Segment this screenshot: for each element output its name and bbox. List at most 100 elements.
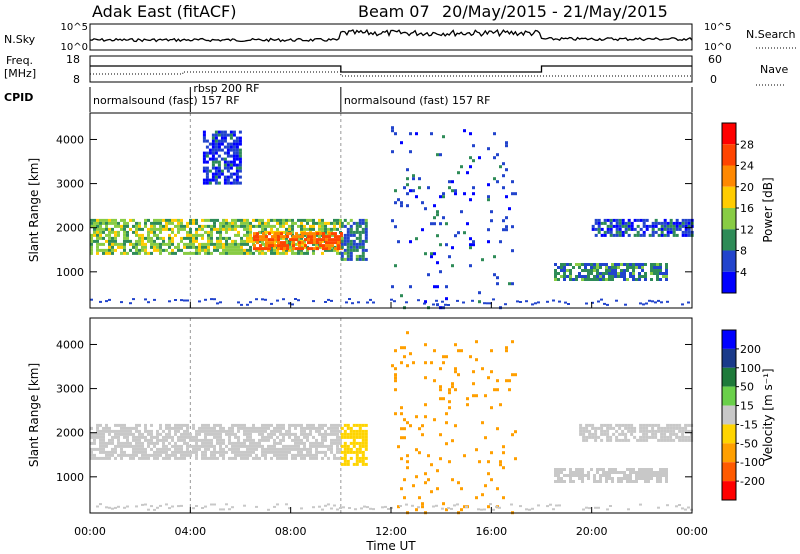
heatmap-cell bbox=[292, 247, 295, 251]
heatmap-cell bbox=[319, 244, 322, 248]
heatmap-cell bbox=[615, 435, 619, 439]
heatmap-cell bbox=[211, 175, 215, 179]
heatmap-cell bbox=[352, 441, 356, 445]
heatmap-cell bbox=[343, 444, 347, 448]
heatmap-cell bbox=[330, 441, 333, 445]
heatmap-cell bbox=[102, 251, 105, 255]
heatmap-cell bbox=[150, 447, 153, 451]
heatmap-cell bbox=[240, 426, 243, 430]
heatmap-cell bbox=[231, 224, 234, 228]
heatmap-cell bbox=[307, 241, 310, 245]
heatmap-cell bbox=[687, 301, 690, 304]
heatmap-cell bbox=[361, 218, 365, 222]
heatmap-cell bbox=[609, 218, 613, 222]
heatmap-cell bbox=[355, 254, 359, 258]
heatmap-cell bbox=[445, 285, 448, 289]
heatmap-cell bbox=[205, 154, 209, 158]
heatmap-cell bbox=[237, 218, 240, 222]
heatmap-cell bbox=[597, 224, 601, 228]
heatmap-cell bbox=[102, 218, 105, 222]
heatmap-cell bbox=[294, 423, 297, 427]
heatmap-cell bbox=[252, 456, 255, 460]
heatmap-cell bbox=[234, 251, 237, 255]
heatmap-cell bbox=[623, 269, 626, 272]
heatmap-cell bbox=[294, 251, 297, 255]
heatmap-cell bbox=[318, 221, 321, 225]
heatmap-cell bbox=[238, 151, 242, 155]
heatmap-cell bbox=[276, 447, 279, 451]
heatmap-cell bbox=[585, 302, 588, 305]
heatmap-cell bbox=[120, 251, 123, 255]
x-tick-label: 20:00 bbox=[576, 525, 608, 538]
heatmap-cell bbox=[258, 432, 261, 436]
heatmap-cell bbox=[231, 242, 234, 246]
heatmap-cell bbox=[687, 230, 691, 234]
heatmap-cell bbox=[297, 423, 300, 427]
heatmap-cell bbox=[594, 506, 597, 509]
heatmap-cell bbox=[243, 432, 246, 436]
heatmap-cell bbox=[650, 471, 653, 474]
heatmap-cell bbox=[156, 447, 159, 451]
heatmap-cell bbox=[312, 456, 315, 460]
heatmap-cell bbox=[235, 142, 239, 146]
heatmap-cell bbox=[210, 456, 213, 460]
heatmap-cell bbox=[587, 477, 590, 480]
heatmap-cell bbox=[285, 248, 288, 252]
heatmap-cell bbox=[213, 432, 216, 436]
heatmap-cell bbox=[201, 218, 204, 222]
heatmap-cell bbox=[602, 474, 605, 477]
heatmap-cell bbox=[171, 242, 174, 246]
heatmap-cell bbox=[672, 227, 676, 231]
heatmap-cell bbox=[216, 435, 219, 439]
heatmap-cell bbox=[171, 438, 174, 442]
heatmap-cell bbox=[349, 450, 353, 454]
heatmap-cell bbox=[135, 426, 138, 430]
heatmap-cell bbox=[297, 251, 300, 255]
heatmap-cell bbox=[198, 438, 201, 442]
heatmap-cell bbox=[186, 453, 189, 457]
heatmap-cell bbox=[624, 230, 628, 234]
heatmap-cell bbox=[232, 154, 236, 158]
heatmap-cell bbox=[201, 444, 204, 448]
heatmap-cell bbox=[662, 272, 665, 275]
heatmap-cell bbox=[516, 300, 519, 303]
heatmap-cell bbox=[256, 232, 259, 236]
heatmap-cell bbox=[343, 447, 347, 451]
heatmap-cell bbox=[361, 245, 365, 249]
heatmap-cell bbox=[264, 224, 267, 228]
heatmap-cell bbox=[361, 462, 365, 466]
heatmap-cell bbox=[581, 480, 584, 483]
heatmap-cell bbox=[306, 221, 309, 225]
heatmap-cell bbox=[315, 233, 318, 237]
heatmap-cell bbox=[600, 233, 604, 237]
heatmap-cell bbox=[665, 269, 668, 272]
heatmap-cell bbox=[322, 244, 325, 248]
heatmap-cell bbox=[220, 148, 224, 152]
heatmap-cell bbox=[217, 145, 221, 149]
figure-title: Adak East (fitACF) bbox=[92, 2, 236, 21]
heatmap-cell bbox=[355, 462, 359, 466]
heatmap-cell bbox=[129, 453, 132, 457]
heatmap-cell bbox=[285, 218, 288, 222]
heatmap-cell bbox=[198, 251, 201, 255]
heatmap-cell bbox=[552, 299, 555, 302]
heatmap-cell bbox=[349, 429, 353, 433]
heatmap-cell bbox=[207, 242, 210, 246]
heatmap-cell bbox=[355, 456, 359, 460]
heatmap-cell bbox=[451, 189, 454, 193]
heatmap-cell bbox=[180, 447, 183, 451]
heatmap-cell bbox=[147, 441, 150, 445]
heatmap-cell bbox=[114, 239, 117, 243]
heatmap-cell bbox=[162, 239, 165, 243]
heatmap-cell bbox=[150, 423, 153, 427]
heatmap-cell bbox=[249, 453, 252, 457]
heatmap-cell bbox=[309, 218, 312, 222]
heatmap-cell bbox=[439, 388, 442, 392]
heatmap-cell bbox=[102, 456, 105, 460]
heatmap-cell bbox=[442, 195, 445, 199]
heatmap-cell bbox=[403, 436, 406, 440]
heatmap-cell bbox=[330, 233, 333, 237]
heatmap-cell bbox=[600, 432, 604, 436]
heatmap-cell bbox=[264, 423, 267, 427]
